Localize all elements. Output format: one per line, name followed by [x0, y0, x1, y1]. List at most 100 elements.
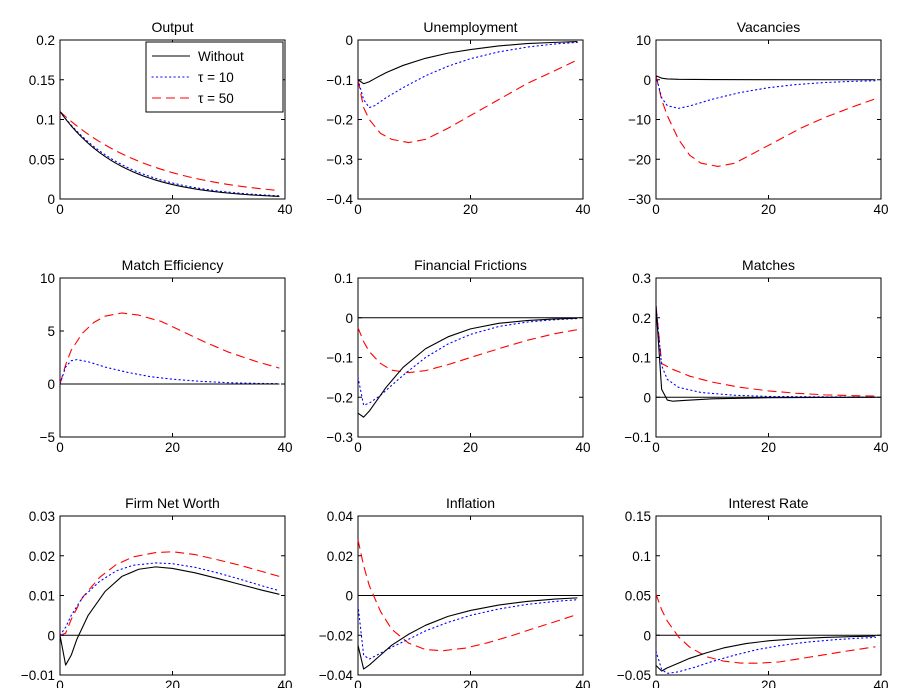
- financial-frictions-series-tau-50: [357, 327, 578, 374]
- output-ytick-label: 0.1: [36, 113, 55, 128]
- match-efficiency-title: Match Efficiency: [122, 257, 224, 273]
- matches-xtick-label: 40: [873, 440, 888, 455]
- match-efficiency-xtick-label: 0: [56, 440, 64, 455]
- firm-net-worth-ytick-label: 0.02: [29, 549, 55, 564]
- legend: Without τ = 10 τ = 50: [145, 41, 284, 113]
- vacancies-ytick-label: −10: [628, 113, 651, 128]
- vacancies-ytick-label: −30: [628, 192, 651, 207]
- interest-rate-xtick-label: 0: [652, 678, 660, 688]
- financial-frictions-xtick-label: 20: [463, 440, 478, 455]
- output-ytick-label: 0.05: [29, 152, 55, 167]
- output-series-without: [59, 111, 280, 197]
- financial-frictions-series-tau-10: [357, 318, 578, 406]
- unemployment-xtick-label: 20: [463, 202, 478, 217]
- firm-net-worth-title: Firm Net Worth: [125, 495, 220, 511]
- matches-ytick-label: 0: [643, 390, 651, 405]
- interest-rate-ytick-label: 0.1: [632, 549, 651, 564]
- unemployment-xtick-label: 40: [575, 202, 590, 217]
- financial-frictions-ytick-label: 0.1: [334, 271, 353, 286]
- legend-label: τ = 50: [198, 91, 234, 106]
- matches-plot-area: [655, 277, 882, 438]
- matches-series-tau-10: [655, 305, 876, 398]
- inflation-xtick-label: 40: [575, 678, 590, 688]
- firm-net-worth-xtick-label: 20: [165, 678, 180, 688]
- match-efficiency-ytick-label: 5: [47, 324, 55, 339]
- match-efficiency-plot-area: [59, 277, 286, 438]
- vacancies-xtick-label: 20: [761, 202, 776, 217]
- unemployment-series-without: [357, 41, 578, 85]
- financial-frictions-title: Financial Frictions: [414, 257, 527, 273]
- inflation-series-tau-10: [357, 599, 578, 660]
- financial-frictions-ytick-label: −0.1: [326, 351, 353, 366]
- interest-rate-series-tau-50: [655, 593, 876, 664]
- match-efficiency-xtick-label: 20: [165, 440, 180, 455]
- matches-series-tau-50: [655, 305, 876, 397]
- matches-ytick-label: 0.3: [632, 271, 651, 286]
- vacancies-ytick-label: 0: [643, 73, 651, 88]
- vacancies-series-without: [655, 75, 876, 81]
- vacancies-series-tau-50: [655, 75, 876, 167]
- firm-net-worth-ytick-label: −0.01: [21, 668, 55, 683]
- firm-net-worth-xtick-label: 0: [56, 678, 64, 688]
- output-title: Output: [151, 19, 193, 35]
- inflation-ytick-label: 0.04: [327, 509, 354, 524]
- output-xtick-label: 20: [165, 202, 180, 217]
- financial-frictions-ytick-label: 0: [345, 311, 353, 326]
- firm-net-worth-series-tau-50: [59, 551, 280, 636]
- match-efficiency-series-tau-10: [59, 359, 280, 385]
- interest-rate-ytick-label: 0: [643, 628, 651, 643]
- financial-frictions-xtick-label: 0: [354, 440, 362, 455]
- interest-rate-title: Interest Rate: [728, 495, 808, 511]
- unemployment-series-tau-50: [357, 59, 578, 144]
- matches-title: Matches: [742, 257, 795, 273]
- output-ytick-label: 0.15: [29, 73, 55, 88]
- unemployment-series-tau-10: [357, 41, 578, 109]
- matches-xtick-label: 20: [761, 440, 776, 455]
- firm-net-worth-series-without: [59, 566, 280, 666]
- output-ytick-label: 0: [47, 192, 55, 207]
- output-series-tau-50: [59, 111, 280, 192]
- matches-ytick-label: 0.1: [632, 351, 651, 366]
- inflation-ytick-label: −0.02: [319, 628, 353, 643]
- vacancies-xtick-label: 0: [652, 202, 660, 217]
- match-efficiency-ytick-label: 10: [40, 271, 55, 286]
- matches-xtick-label: 0: [652, 440, 660, 455]
- firm-net-worth-ytick-label: 0: [47, 628, 55, 643]
- inflation-series-without: [357, 597, 578, 670]
- financial-frictions-plot-area: [357, 277, 584, 438]
- matches-ytick-label: −0.1: [624, 430, 651, 445]
- output-series-tau-10: [59, 111, 280, 197]
- panel-inflation: Inflation 0 20 40 −0.04 −0.02 0 0.02 0.04: [319, 495, 591, 688]
- output-xtick-label: 0: [56, 202, 64, 217]
- legend-label: τ = 10: [198, 70, 234, 85]
- inflation-ytick-label: 0.02: [327, 549, 353, 564]
- vacancies-ytick-label: −20: [628, 152, 651, 167]
- financial-frictions-series-without: [357, 317, 578, 418]
- vacancies-ytick-label: 10: [636, 33, 651, 48]
- unemployment-ytick-label: 0: [345, 33, 353, 48]
- interest-rate-xtick-label: 40: [873, 678, 888, 688]
- match-efficiency-ytick-label: 0: [47, 377, 55, 392]
- interest-rate-plot-area: [655, 515, 882, 676]
- firm-net-worth-ytick-label: 0.03: [29, 509, 55, 524]
- legend-box: [145, 41, 284, 113]
- interest-rate-series-tau-10: [655, 636, 876, 674]
- panel-unemployment: Unemployment 0 20 40 −0.4 −0.3 −0.2 −0.1 0: [326, 19, 590, 217]
- output-xtick-label: 40: [277, 202, 292, 217]
- unemployment-title: Unemployment: [423, 19, 517, 35]
- financial-frictions-xtick-label: 40: [575, 440, 590, 455]
- match-efficiency-ytick-label: −5: [40, 430, 55, 445]
- firm-net-worth-series-tau-10: [59, 562, 280, 636]
- firm-net-worth-ytick-label: 0.01: [29, 589, 55, 604]
- match-efficiency-xtick-label: 40: [277, 440, 292, 455]
- panel-financial-frictions: Financial Frictions 0 20 40 −0.3 −0.2 −0.1 0 0.1: [326, 257, 590, 455]
- financial-frictions-ytick-label: −0.3: [326, 430, 353, 445]
- firm-net-worth-plot-area: [59, 515, 286, 676]
- interest-rate-series-without: [655, 635, 876, 672]
- inflation-xtick-label: 0: [354, 678, 362, 688]
- unemployment-ytick-label: −0.2: [326, 113, 353, 128]
- interest-rate-ytick-label: 0.05: [625, 589, 651, 604]
